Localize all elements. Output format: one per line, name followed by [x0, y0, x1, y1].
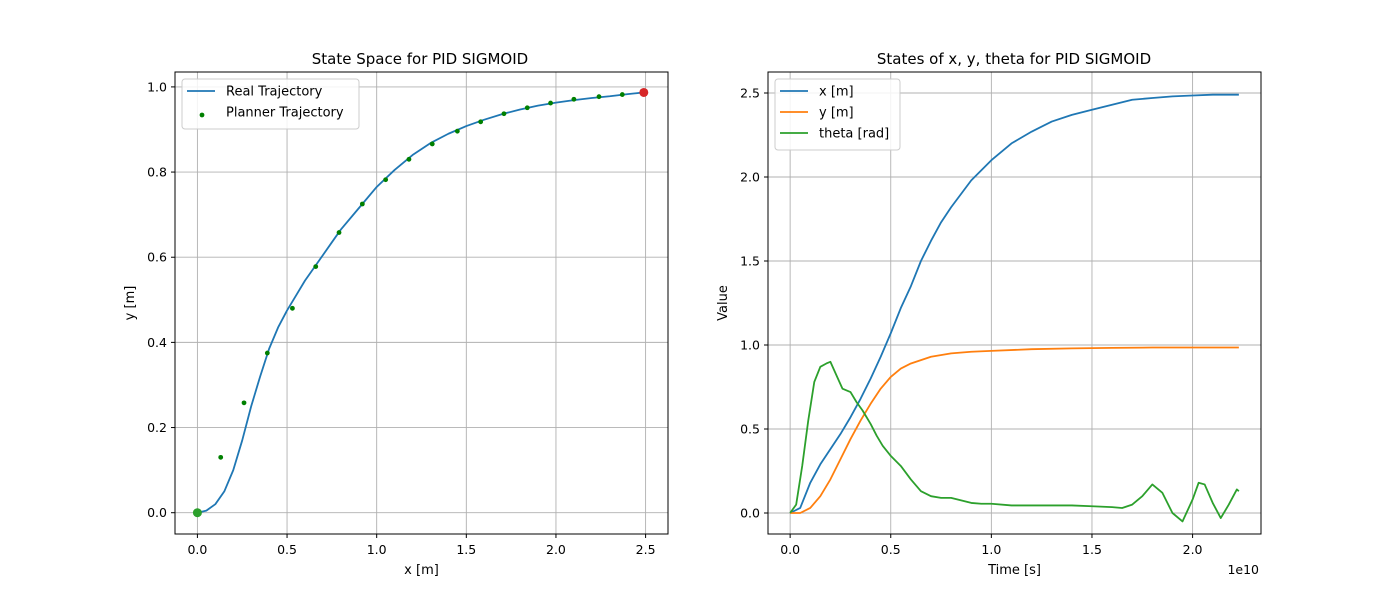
- legend-box: [181, 78, 360, 130]
- scatter-point: [524, 105, 530, 111]
- y-tick-label: 1.5: [740, 254, 760, 269]
- scatter-point: [218, 454, 224, 460]
- scatter-point: [501, 111, 507, 117]
- tick-labels: 0.0 0.5 1.0 1.5 2.0 0.0 0.5 1.0 1.5 2.0 2.5: [740, 86, 1202, 558]
- data-layer: [192, 87, 649, 518]
- scatter-point: [359, 201, 365, 207]
- legend-label: Planner Trajectory: [226, 106, 344, 121]
- scatter-point: [264, 350, 270, 356]
- series-line-0: [789, 93, 1239, 514]
- series-line-0: [197, 91, 644, 514]
- y-tick-label: 0.4: [147, 335, 167, 350]
- scatter-point: [313, 264, 319, 269]
- state-space-chart: State Space for PID SIGMOID 0.0 0.5 1.0 1.5…: [123, 50, 669, 578]
- scatter-point: [429, 141, 435, 147]
- scatter-point: [290, 305, 295, 311]
- y-tick-label: 2.5: [740, 86, 760, 101]
- scatter-point: [241, 400, 247, 406]
- scatter-point: [454, 128, 460, 134]
- y-tick-label: 0.8: [147, 165, 167, 180]
- y-tick-label: 0.0: [740, 506, 760, 521]
- x-tick-label: 0.0: [780, 542, 800, 557]
- goal-marker: [639, 87, 649, 97]
- x-tick-label: 0.0: [187, 542, 207, 557]
- series-line-2: [789, 360, 1240, 523]
- scatter-point: [571, 96, 577, 102]
- x-tick-label: 1.0: [367, 542, 387, 557]
- legend-label: theta [rad]: [819, 127, 889, 142]
- x-tick-label: 0.5: [277, 542, 297, 557]
- x-tick-label: 2.0: [546, 542, 566, 557]
- plot-frame: [767, 71, 1262, 535]
- y-tick-label: 1.0: [740, 338, 760, 353]
- legend: Real Trajectory Planner Trajectory: [181, 78, 360, 130]
- scatter-point: [478, 119, 484, 125]
- scatter-point: [619, 92, 625, 97]
- legend: x [m] y [m] theta [rad]: [774, 78, 901, 151]
- tick-labels: 0.0 0.5 1.0 1.5 2.0 2.5 0.0 0.2 0.4 0.6 0.8 1.0: [147, 79, 655, 557]
- plot-frame: [174, 71, 669, 535]
- scatter-point: [383, 177, 389, 183]
- x-tick-label: 0.5: [881, 542, 901, 557]
- legend-label: x [m]: [819, 85, 854, 100]
- x-axis-label: Time [s]: [987, 563, 1041, 578]
- grid-lines: [175, 72, 668, 534]
- y-tick-label: 0.2: [147, 420, 167, 435]
- chart-title: States of x, y, theta for PID SIGMOID: [877, 50, 1151, 68]
- x-tick-label: 1.0: [981, 542, 1001, 557]
- start-marker: [192, 508, 202, 518]
- y-axis-label: Value: [716, 285, 731, 321]
- y-tick-label: 0.5: [740, 422, 760, 437]
- scatter-point: [548, 100, 553, 106]
- y-tick-label: 0.0: [147, 505, 167, 520]
- y-tick-label: 1.0: [147, 79, 167, 94]
- legend-swatch: [199, 112, 205, 118]
- x-tick-label: 2.0: [1183, 542, 1203, 557]
- x-tick-label: 2.5: [636, 542, 656, 557]
- x-offset-label: 1e10: [1227, 562, 1259, 577]
- y-axis-label: y [m]: [123, 286, 138, 321]
- chart-title: State Space for PID SIGMOID: [312, 50, 528, 68]
- scatter-point: [336, 230, 342, 235]
- series-line-1: [790, 346, 1239, 514]
- y-tick-label: 0.6: [147, 250, 167, 265]
- x-tick-label: 1.5: [456, 542, 476, 557]
- states-chart: States of x, y, theta for PID SIGMOID 0.…: [716, 50, 1262, 578]
- scatter-point: [406, 156, 412, 162]
- x-tick-label: 1.5: [1082, 542, 1102, 557]
- legend-label: y [m]: [819, 106, 854, 121]
- y-tick-label: 2.0: [740, 170, 760, 185]
- data-layer: [789, 93, 1240, 523]
- scatter-point: [596, 94, 602, 100]
- x-axis-label: x [m]: [404, 563, 439, 578]
- legend-label: Real Trajectory: [226, 85, 323, 100]
